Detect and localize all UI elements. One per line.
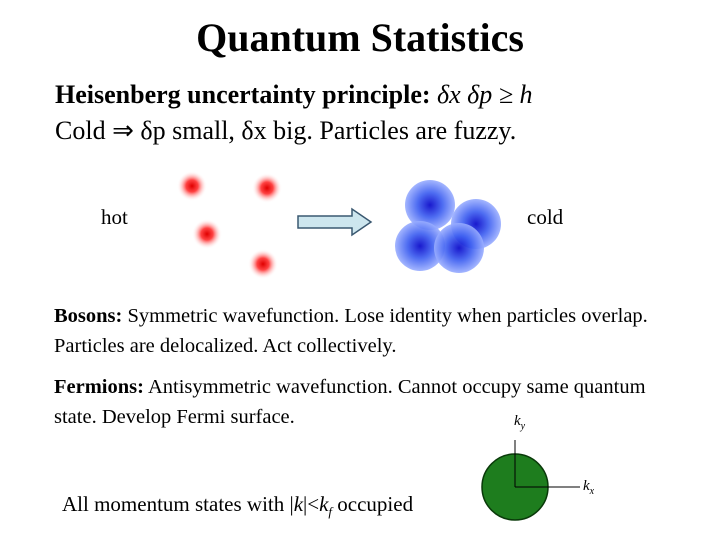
- heisenberg-line: Heisenberg uncertainty principle: δx δp …: [55, 80, 533, 110]
- hot-particle: [192, 219, 222, 249]
- caption-text: All momentum states with |: [62, 492, 294, 516]
- ky-sub: y: [520, 421, 526, 432]
- hot-label: hot: [101, 205, 128, 229]
- cold-particle: [395, 221, 445, 271]
- hot-particle: [177, 171, 207, 201]
- arrow: [297, 207, 373, 237]
- title: Quantum Statistics: [196, 15, 524, 60]
- cold-particle: [405, 180, 455, 230]
- heisenberg-formula: δx δp ≥ h: [437, 80, 533, 109]
- kx-label: kx: [583, 478, 594, 497]
- cold-line: Cold ⇒ δp small, δx big. Particles are f…: [55, 116, 517, 145]
- bosons: Bosons: Symmetric wavefunction. Lose ide…: [54, 301, 654, 361]
- ky-label: ky: [514, 413, 525, 432]
- caption-text: |<: [303, 492, 320, 516]
- fermi-caption: All momentum states with |k|<kf occupied: [62, 492, 413, 520]
- heisenberg-label: Heisenberg uncertainty principle:: [55, 80, 431, 109]
- kx-sub: x: [589, 486, 595, 497]
- caption-k: k: [293, 492, 304, 516]
- fermions: Fermions: Antisymmetric wavefunction. Ca…: [54, 372, 669, 432]
- caption-k: k: [319, 492, 329, 516]
- fermions-text: Antisymmetric wavefunction. Cannot occup…: [54, 376, 646, 428]
- fermions-term: Fermions:: [54, 376, 144, 398]
- kx-base: k: [583, 478, 590, 494]
- bosons-text: Symmetric wavefunction. Lose identity wh…: [54, 305, 648, 357]
- cold-label: cold: [527, 205, 564, 229]
- ky-base: k: [514, 413, 521, 429]
- caption-sub: f: [328, 504, 333, 520]
- caption-text: occupied: [332, 492, 414, 516]
- hot-particle: [252, 173, 282, 203]
- cold-particle: [434, 223, 484, 273]
- bosons-term: Bosons:: [54, 305, 123, 327]
- hot-particle: [248, 249, 278, 279]
